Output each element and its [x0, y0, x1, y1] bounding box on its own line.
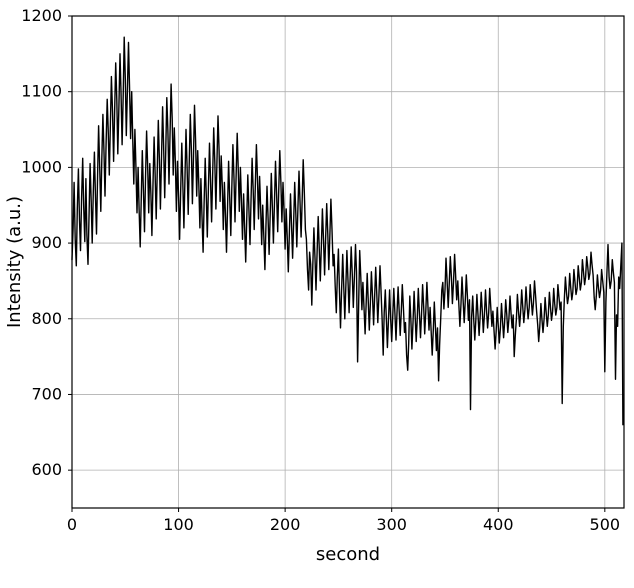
x-tick-label: 500 — [590, 515, 621, 534]
y-tick-label: 1000 — [21, 157, 62, 176]
line-chart: 0 100 200 300 400 500 600 700 800 900 1000 1100 1200… — [0, 0, 634, 588]
x-tick-label: 0 — [67, 515, 77, 534]
chart-svg: 0 100 200 300 400 500 600 700 800 900 1000 1100 1200… — [0, 0, 634, 588]
x-axis-label: second — [316, 544, 380, 565]
y-tick-label: 1200 — [21, 6, 62, 25]
y-axis-label: Intensity (a.u.) — [4, 196, 25, 328]
y-tick-label: 800 — [31, 309, 62, 328]
x-tick-label: 200 — [270, 515, 301, 534]
x-tick-label: 400 — [483, 515, 514, 534]
y-tick-label: 900 — [31, 233, 62, 252]
x-tick-label: 300 — [376, 515, 407, 534]
x-tick-label: 100 — [163, 515, 194, 534]
y-tick-label: 700 — [31, 384, 62, 403]
y-tick-label: 1100 — [21, 82, 62, 101]
y-tick-label: 600 — [31, 460, 62, 479]
